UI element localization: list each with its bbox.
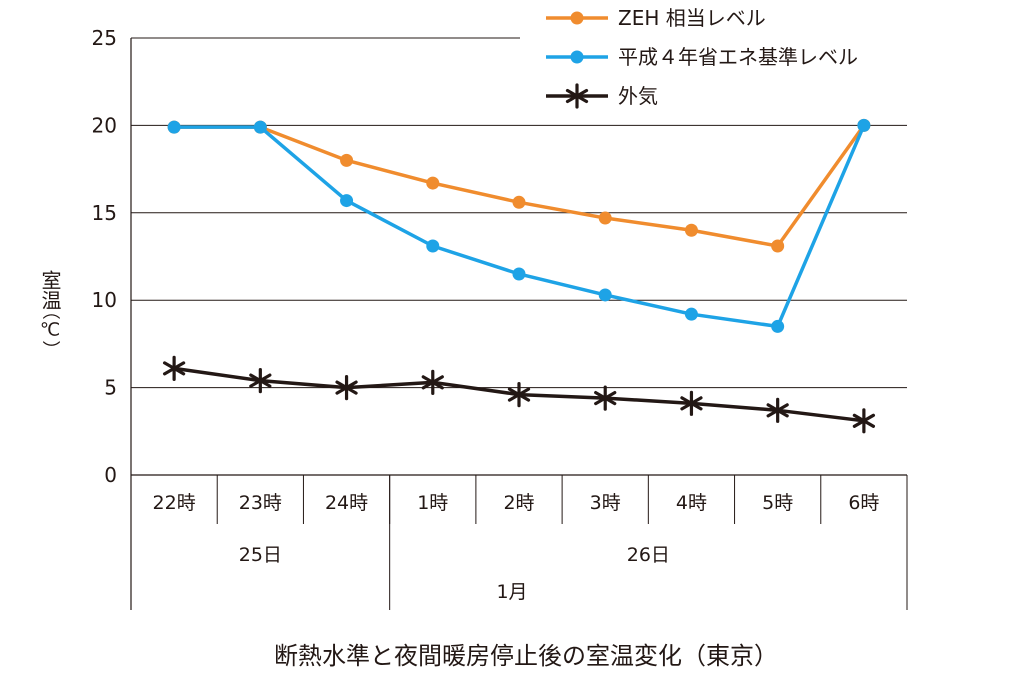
data-point xyxy=(857,118,871,132)
data-point xyxy=(167,120,181,134)
data-point xyxy=(340,194,354,208)
x-tick-label: 22時 xyxy=(153,492,196,514)
x-tick-label: 24時 xyxy=(325,492,368,514)
data-point xyxy=(512,267,526,281)
asterisk-stroke xyxy=(594,390,617,406)
y-axis-label: 室温 xyxy=(38,270,62,310)
asterisk-stroke xyxy=(335,380,358,395)
x-tick-label: 6時 xyxy=(848,492,879,514)
day-label: 26日 xyxy=(627,544,670,566)
x-tick-label: 2時 xyxy=(503,492,534,514)
data-point xyxy=(766,397,789,423)
y-axis-unit: （℃） xyxy=(40,302,61,359)
data-point xyxy=(507,381,531,408)
x-category-table: 22時 23時 24時 1時 2時 3時 4時 5時 6時 25日 26日 1月 xyxy=(153,475,879,610)
data-point xyxy=(771,319,785,333)
x-tick-label: 1時 xyxy=(417,492,448,514)
month-label: 1月 xyxy=(496,581,527,603)
data-point xyxy=(598,211,612,225)
legend-label: ZEH 相当レベル xyxy=(618,6,766,30)
data-point xyxy=(771,239,785,253)
asterisk-stroke xyxy=(852,413,876,428)
asterisk-stroke xyxy=(249,373,272,388)
data-point xyxy=(426,239,440,253)
grid-lines xyxy=(131,37,907,389)
y-tick-label: 20 xyxy=(92,113,117,137)
legend-marker xyxy=(570,50,584,64)
series-line xyxy=(174,124,866,329)
legend-label: 外気 xyxy=(618,84,658,108)
day-label: 25日 xyxy=(239,544,282,566)
data-point xyxy=(426,176,440,190)
data-point xyxy=(335,375,358,401)
data-point xyxy=(421,369,444,395)
chart-title: 断熱水準と夜間暖房停止後の室温変化（東京） xyxy=(274,642,778,670)
data-point xyxy=(852,408,876,434)
y-tick-label: 15 xyxy=(92,201,117,225)
legend-marker xyxy=(570,11,584,25)
asterisk-stroke xyxy=(507,387,531,402)
data-point xyxy=(340,153,354,167)
series-group xyxy=(162,118,876,434)
y-tick-label: 0 xyxy=(104,463,117,487)
data-point xyxy=(253,120,267,134)
x-tick-label: 23時 xyxy=(239,492,282,514)
data-point xyxy=(512,195,526,209)
asterisk-stroke xyxy=(421,375,444,390)
data-point xyxy=(249,368,272,394)
data-point xyxy=(598,288,612,302)
x-tick-label: 5時 xyxy=(762,492,793,514)
data-point xyxy=(162,355,186,381)
legend-marker xyxy=(565,83,589,109)
y-tick-labels: 0 5 10 15 20 25 xyxy=(92,26,117,487)
data-point xyxy=(684,223,698,237)
asterisk-stroke xyxy=(162,361,186,376)
axes xyxy=(130,38,908,610)
y-tick-label: 10 xyxy=(92,288,117,312)
x-tick-label: 3時 xyxy=(590,492,621,514)
y-tick-label: 5 xyxy=(104,376,117,400)
asterisk-stroke xyxy=(680,396,703,411)
legend-label: 平成４年省エネ基準レベル xyxy=(618,45,858,69)
y-tick-label: 25 xyxy=(92,26,117,50)
data-point xyxy=(684,307,698,321)
asterisk-stroke xyxy=(565,88,589,104)
data-point xyxy=(680,390,703,416)
asterisk-stroke xyxy=(766,403,789,418)
x-tick-label: 4時 xyxy=(676,492,707,514)
data-point xyxy=(594,385,617,411)
